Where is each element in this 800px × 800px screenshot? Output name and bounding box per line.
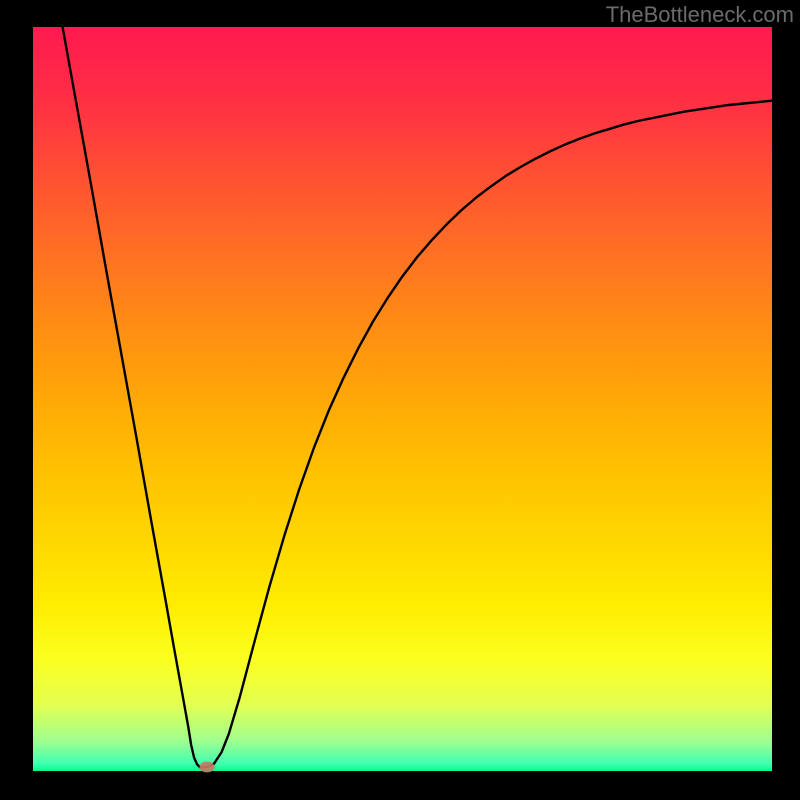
bottleneck-curve bbox=[63, 27, 772, 767]
chart-container: TheBottleneck.com bbox=[0, 0, 800, 800]
curve-layer bbox=[33, 27, 772, 771]
attribution-label: TheBottleneck.com bbox=[606, 2, 794, 28]
min-marker bbox=[199, 762, 214, 773]
plot-area bbox=[33, 27, 772, 771]
